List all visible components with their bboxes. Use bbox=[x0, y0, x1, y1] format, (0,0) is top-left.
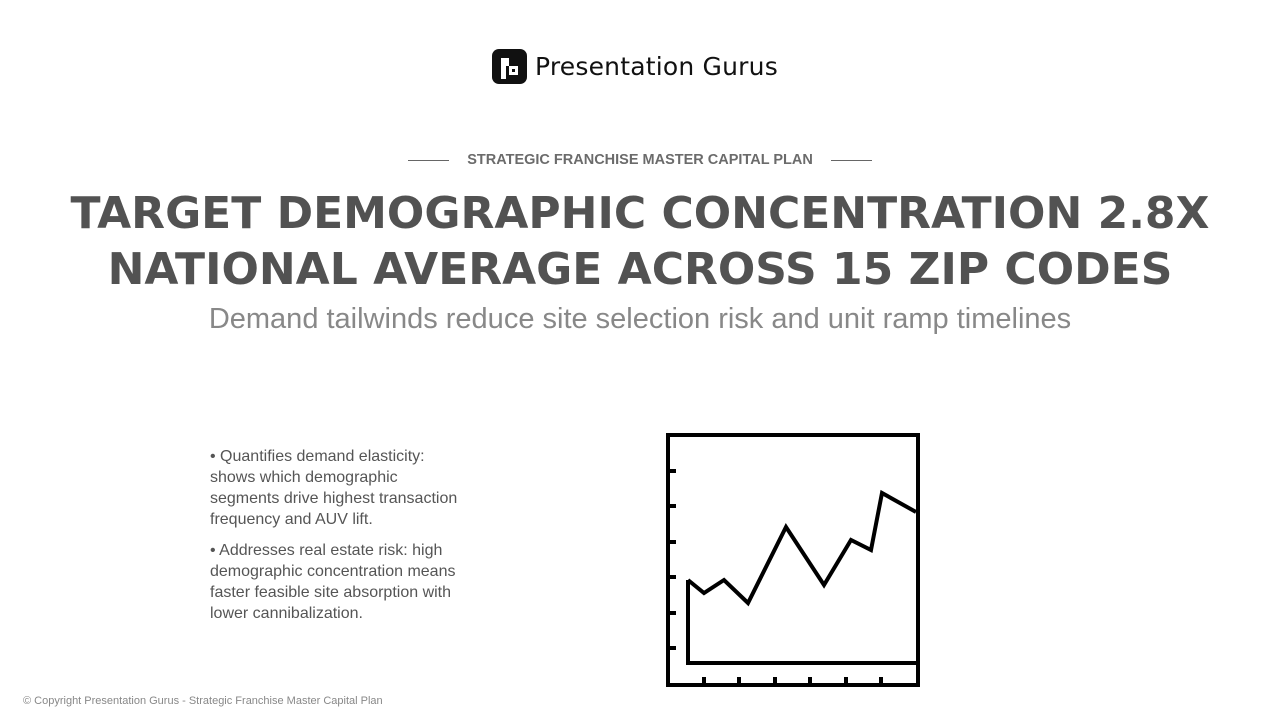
eyebrow-text: STRATEGIC FRANCHISE MASTER CAPITAL PLAN bbox=[467, 152, 813, 168]
page-title-line-1: TARGET DEMOGRAPHIC CONCENTRATION 2.8X bbox=[70, 188, 1210, 239]
eyebrow-divider-left bbox=[408, 159, 450, 161]
page-subtitle: Demand tailwinds reduce site selection r… bbox=[208, 303, 1072, 335]
page-title-line-2: NATIONAL AVERAGE ACROSS 15 ZIP CODES bbox=[107, 244, 1173, 295]
page-title: TARGET DEMOGRAPHIC CONCENTRATION 2.8X NA… bbox=[40, 186, 1240, 298]
footer-copyright: © Copyright Presentation Gurus - Strateg… bbox=[23, 695, 383, 707]
eyebrow-divider-right bbox=[830, 159, 872, 161]
brand-name: Presentation Gurus bbox=[535, 51, 778, 81]
bullet-item: • Addresses real estate risk: high demog… bbox=[210, 542, 456, 622]
bullet-item: • Quantifies demand elasticity: shows wh… bbox=[210, 448, 458, 528]
bullet-list: • Quantifies demand elasticity: shows wh… bbox=[210, 446, 462, 634]
brand-logo: Presentation Gurus bbox=[492, 48, 778, 84]
eyebrow: STRATEGIC FRANCHISE MASTER CAPITAL PLAN bbox=[0, 152, 1280, 168]
line-chart-icon bbox=[666, 433, 920, 687]
presentation-gurus-logo-icon bbox=[492, 48, 527, 84]
